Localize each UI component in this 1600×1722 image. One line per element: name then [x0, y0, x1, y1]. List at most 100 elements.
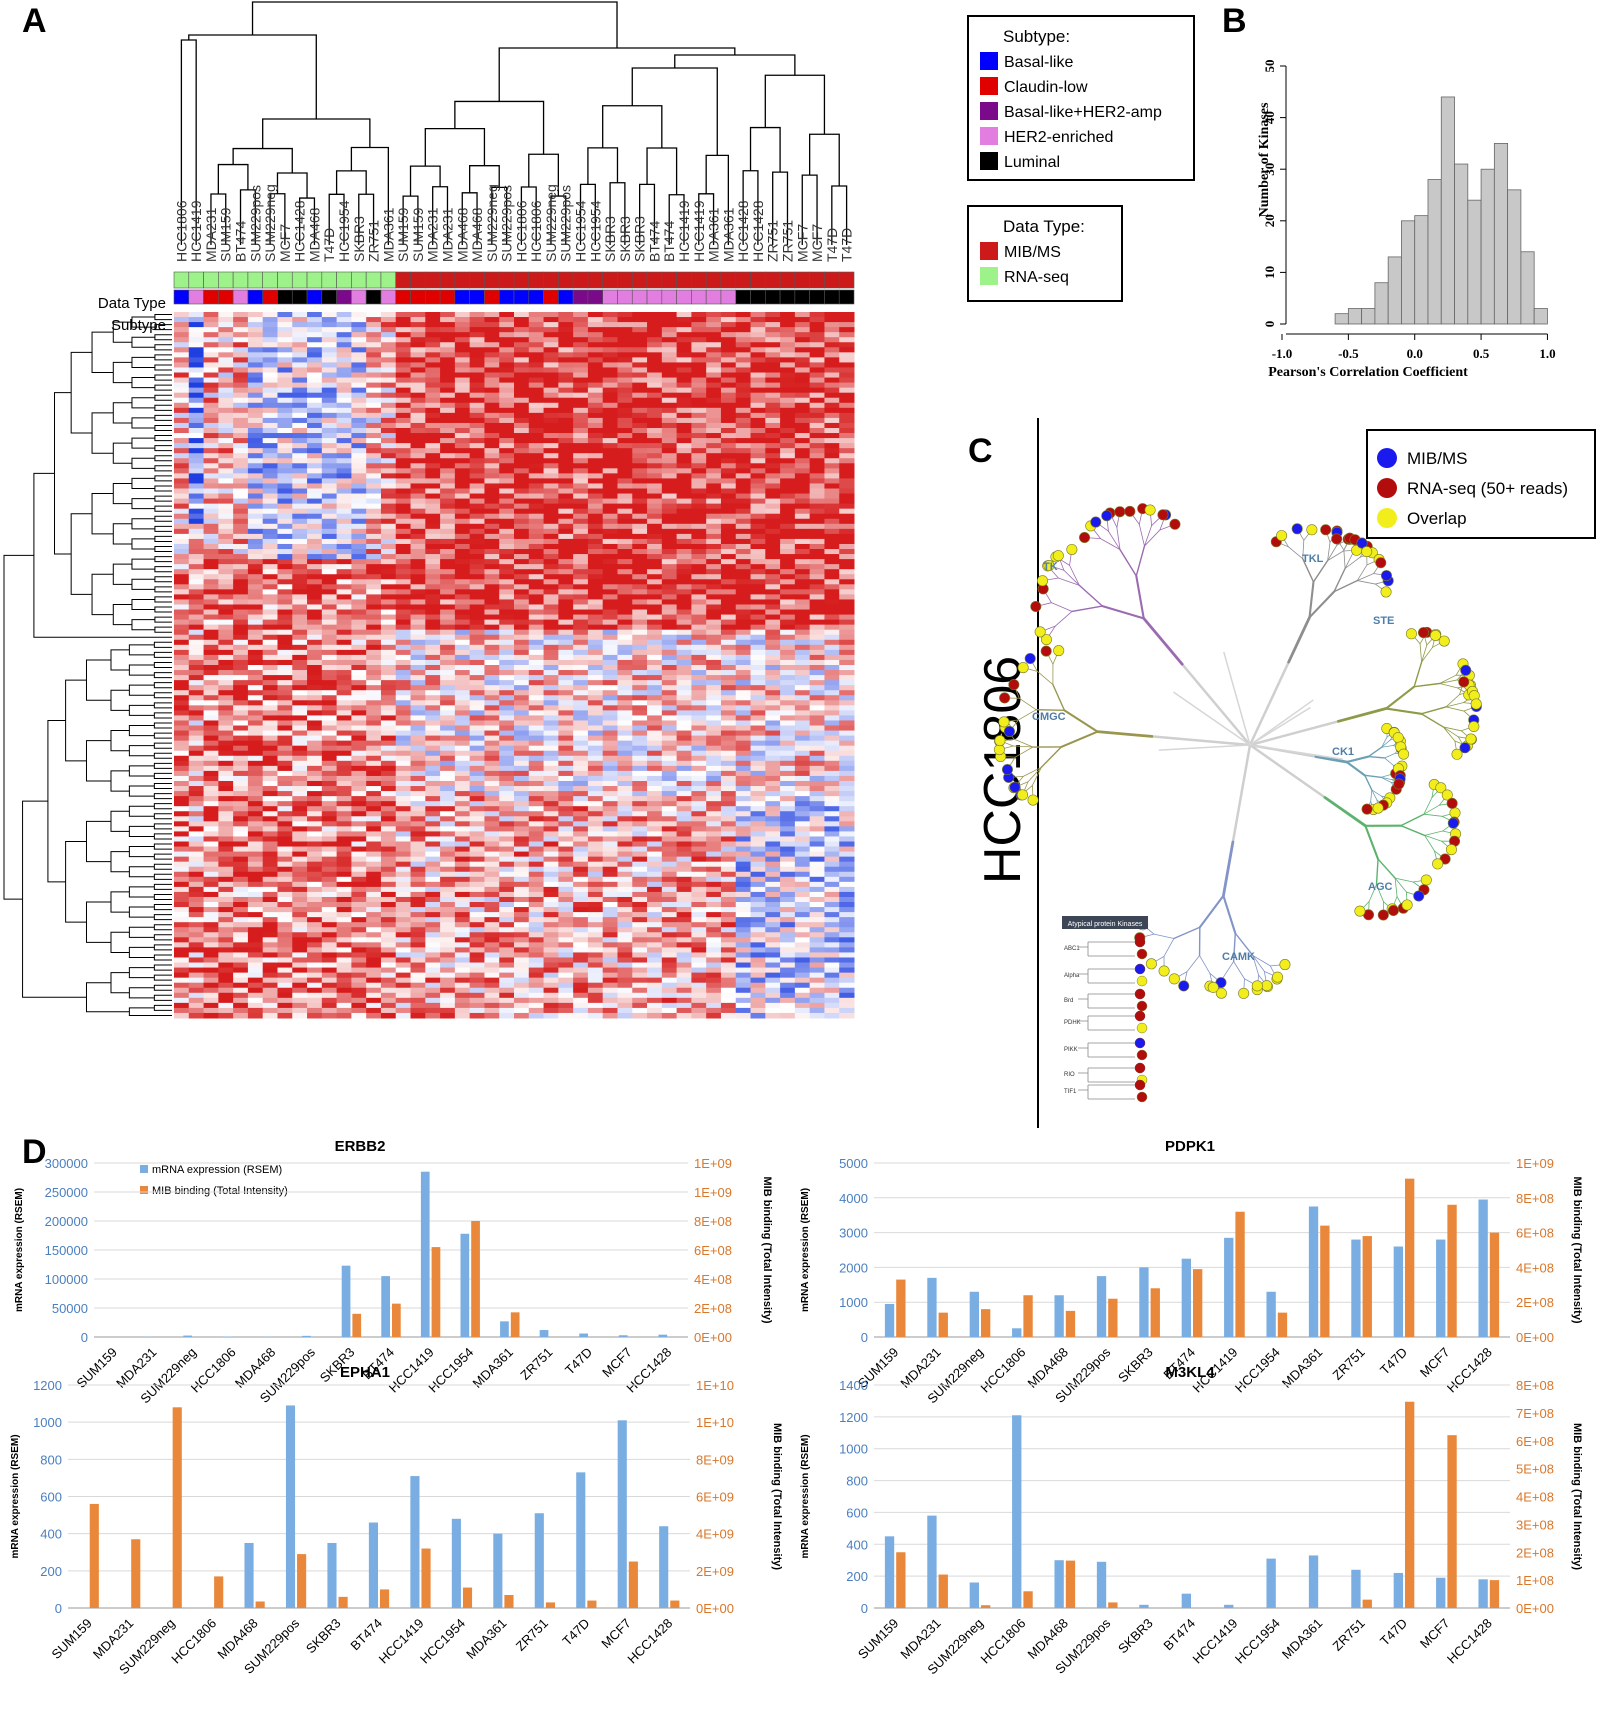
heatmap-cell [499, 806, 515, 812]
heatmap-cell [780, 554, 796, 560]
heatmap-cell [676, 659, 692, 666]
row-dendrogram-branch [153, 692, 172, 699]
heatmap-cell [410, 543, 426, 550]
heatmap-cell [794, 675, 811, 681]
heatmap-cell [587, 503, 604, 510]
heatmap-cell [247, 463, 264, 469]
heatmap-cell [336, 740, 352, 747]
heatmap-cell [454, 750, 471, 757]
heatmap-cell [454, 624, 471, 631]
row-dendrogram-branch [128, 987, 155, 999]
data-type-cell [691, 271, 707, 289]
heatmap-cell [780, 559, 796, 565]
heatmap-cell [307, 579, 323, 585]
heatmap-cell [307, 458, 323, 464]
heatmap-cell [499, 412, 515, 419]
heatmap-cell [277, 574, 293, 580]
heatmap-cell [543, 715, 559, 721]
heatmap-cell [410, 634, 426, 641]
heatmap-cell [499, 579, 515, 585]
heatmap-cell [809, 312, 825, 318]
heatmap-cell [661, 589, 678, 595]
heatmap-cell [514, 786, 530, 792]
heatmap-cell [617, 791, 633, 797]
heatmap-cell [602, 670, 618, 676]
heatmap-cell [351, 670, 367, 676]
heatmap-cell [499, 362, 515, 368]
column-label: BT474 [646, 221, 662, 262]
heatmap-cell [750, 554, 766, 560]
heatmap-cell [602, 518, 618, 525]
heatmap-cell [351, 629, 367, 636]
heatmap-cell [750, 357, 766, 363]
heatmap-cell [720, 392, 737, 399]
heatmap-cell [425, 402, 441, 409]
heatmap-cell [706, 720, 722, 727]
heatmap-cell [587, 685, 604, 691]
heatmap-cell [188, 493, 205, 500]
row-dendrogram-branch [131, 498, 155, 510]
heatmap-cell [218, 604, 234, 611]
heatmap-cell [292, 786, 308, 792]
heatmap-cell [292, 659, 308, 666]
heatmap-cell [307, 412, 323, 419]
heatmap-cell [676, 720, 692, 727]
heatmap-cell [380, 690, 397, 696]
heatmap-cell [321, 649, 338, 656]
heatmap-cell [617, 735, 633, 742]
heatmap-cell [203, 397, 219, 404]
heatmap-cell [809, 629, 825, 636]
heatmap-cell [602, 412, 618, 419]
heatmap-cell [720, 342, 737, 348]
heatmap-cell [706, 695, 722, 701]
heatmap-cell [321, 579, 338, 585]
heatmap-cell [292, 594, 308, 600]
heatmap-cell [794, 528, 811, 535]
heatmap-cell [395, 745, 412, 752]
heatmap-cell [351, 559, 367, 565]
heatmap-cell [218, 468, 234, 474]
heatmap-cell [780, 493, 796, 500]
heatmap-cell [292, 821, 308, 827]
heatmap-cell [647, 680, 663, 686]
heatmap-cell [824, 417, 840, 424]
heatmap-cell [425, 417, 441, 424]
heatmap-cell [735, 695, 752, 701]
heatmap-cell [499, 322, 515, 328]
heatmap-cell [617, 579, 633, 585]
heatmap-cell [262, 352, 278, 358]
heatmap-cell [469, 765, 485, 772]
heatmap-cell [499, 543, 515, 550]
heatmap-cell [543, 387, 559, 394]
heatmap-cell [218, 493, 234, 500]
heatmap-cell [484, 483, 500, 489]
heatmap-cell [277, 422, 293, 429]
heatmap-cell [307, 549, 323, 555]
heatmap-cell [188, 695, 205, 701]
heatmap-cell [720, 352, 737, 358]
heatmap-cell [174, 543, 190, 550]
heatmap-cell [247, 705, 264, 711]
heatmap-cell [203, 543, 219, 550]
heatmap-cell [262, 564, 278, 570]
heatmap-cell [454, 453, 471, 459]
heatmap-cell [499, 629, 515, 636]
heatmap-cell [262, 594, 278, 600]
dendrogram-branch [239, 189, 256, 245]
heatmap-cell [661, 342, 678, 348]
heatmap-cell [218, 327, 234, 333]
heatmap-cell [706, 750, 722, 757]
heatmap-cell [543, 599, 559, 605]
heatmap-cell [528, 463, 545, 469]
heatmap-cell [425, 705, 441, 711]
heatmap-cell [188, 725, 205, 732]
heatmap-cell [809, 352, 825, 358]
heatmap-cell [321, 685, 338, 691]
heatmap-cell [174, 549, 190, 555]
heatmap-cell [632, 599, 648, 605]
heatmap-cell [307, 715, 323, 721]
heatmap-cell [617, 453, 633, 459]
heatmap-cell [839, 317, 855, 323]
heatmap-cell [706, 422, 722, 429]
heatmap-cell [809, 523, 825, 530]
